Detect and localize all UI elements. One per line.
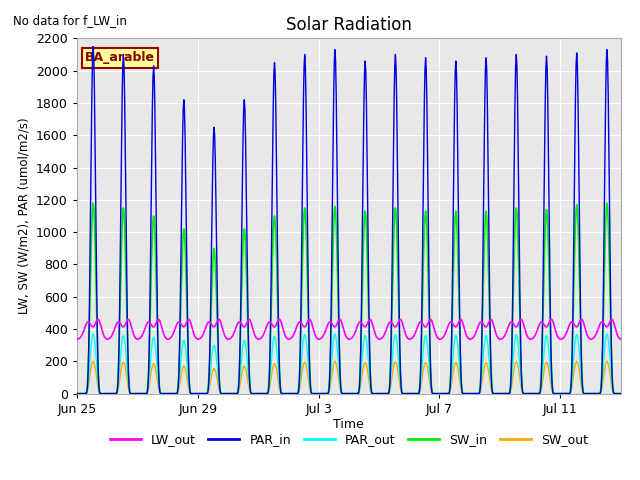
Text: BA_arable: BA_arable — [85, 51, 155, 64]
Y-axis label: LW, SW (W/m2), PAR (umol/m2/s): LW, SW (W/m2), PAR (umol/m2/s) — [17, 118, 30, 314]
Title: Solar Radiation: Solar Radiation — [286, 16, 412, 34]
Legend: LW_out, PAR_in, PAR_out, SW_in, SW_out: LW_out, PAR_in, PAR_out, SW_in, SW_out — [104, 428, 593, 451]
X-axis label: Time: Time — [333, 419, 364, 432]
Text: No data for f_LW_in: No data for f_LW_in — [13, 14, 127, 27]
